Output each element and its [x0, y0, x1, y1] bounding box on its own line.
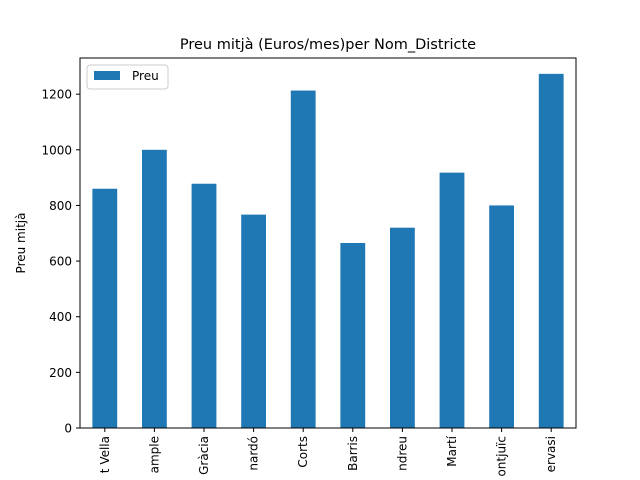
bar-4 — [241, 214, 266, 428]
x-tick-label: ontjuïc — [495, 436, 509, 477]
x-tick-label: Corts — [296, 436, 310, 468]
y-tick-label: 800 — [49, 199, 72, 213]
y-axis-ticks: 0 200 400 600 800 1000 1200 — [41, 88, 80, 436]
y-tick-label: 1000 — [41, 143, 72, 157]
x-tick-label: ndreu — [395, 436, 409, 471]
x-tick-label: Gràcia — [197, 436, 211, 475]
y-axis-label: Preu mitjà — [14, 213, 28, 274]
bars-group — [92, 73, 564, 428]
x-tick-label: nardó — [247, 436, 261, 471]
legend-swatch — [94, 71, 120, 80]
bar-2 — [142, 149, 167, 428]
bar-9 — [489, 205, 514, 428]
bar-8 — [439, 172, 465, 428]
x-tick-label: ample — [147, 436, 161, 473]
bar-1 — [92, 188, 118, 428]
bar-10 — [538, 73, 564, 428]
y-tick-label: 400 — [49, 310, 72, 324]
y-tick-label: 200 — [49, 366, 72, 380]
legend-label: Preu — [132, 69, 159, 83]
y-tick-label: 600 — [49, 255, 72, 269]
bar-7 — [390, 227, 415, 428]
y-tick-label: 0 — [64, 422, 72, 436]
x-tick-label: ervasi — [544, 436, 558, 472]
x-tick-label: t Vella — [98, 436, 112, 473]
x-tick-label: Martí — [445, 435, 459, 466]
x-tick-label: Barris — [346, 436, 360, 471]
bar-3 — [191, 183, 217, 428]
bar-6 — [340, 243, 366, 428]
chart-title: Preu mitjà (Euros/mes)per Nom_Districte — [180, 37, 476, 53]
legend: Preu — [86, 64, 169, 90]
bar-5 — [290, 90, 316, 428]
y-tick-label: 1200 — [41, 88, 72, 102]
x-axis-ticks: t Vella ample Gràcia nardó Corts Barris ndreu M… — [98, 428, 558, 477]
plot-frame — [79, 57, 577, 429]
